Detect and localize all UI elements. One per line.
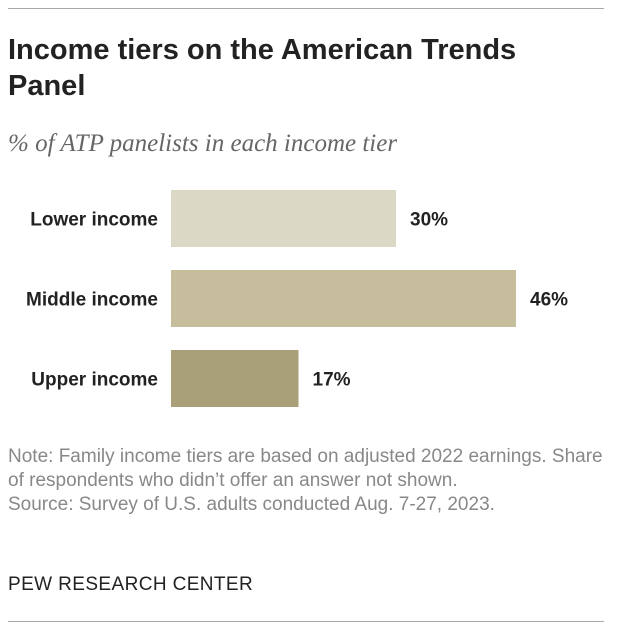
chart-title: Income tiers on the American Trends Pane… — [8, 34, 517, 102]
value-label-middle-income: 46% — [530, 290, 568, 311]
bar-upper-income — [171, 350, 299, 407]
category-label-lower-income: Lower income — [30, 210, 158, 231]
note-text: Note: Family income tiers are based on a… — [8, 446, 603, 491]
top-rule — [8, 8, 604, 9]
pew-research-center-logo: PEW RESEARCH CENTER — [8, 574, 254, 595]
category-label-middle-income: Middle income — [26, 290, 158, 311]
source-text: Source: Survey of U.S. adults conducted … — [8, 494, 495, 515]
chart-subtitle: % of ATP panelists in each income tier — [8, 130, 398, 157]
bar-chart: Lower income 30% Middle income 46% Upper inc… — [26, 190, 568, 407]
category-label-upper-income: Upper income — [31, 370, 158, 391]
bar-middle-income — [171, 270, 516, 327]
value-label-upper-income: 17% — [313, 370, 351, 391]
chart-notes: Note: Family income tiers are based on a… — [8, 445, 608, 517]
bottom-rule — [8, 621, 604, 622]
value-label-lower-income: 30% — [410, 210, 448, 231]
bar-lower-income — [171, 190, 396, 247]
